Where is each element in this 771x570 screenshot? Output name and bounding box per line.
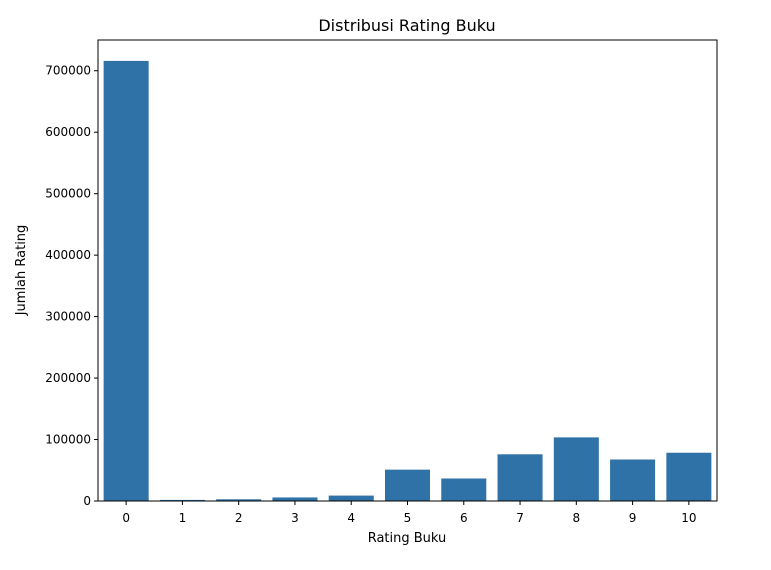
y-tick-label-600000: 600000 xyxy=(45,125,91,139)
y-axis-ticks: 0 100000 200000 300000 400000 500000 600000 700… xyxy=(45,64,98,508)
bar-10 xyxy=(666,452,712,501)
y-axis-label: Jumlah Rating xyxy=(14,225,29,317)
bar-0 xyxy=(103,60,149,501)
y-tick-label-200000: 200000 xyxy=(45,371,91,385)
bar-2 xyxy=(216,499,262,501)
x-tick-label-4: 4 xyxy=(347,511,355,525)
y-tick-label-400000: 400000 xyxy=(45,248,91,262)
chart-title: Distribusi Rating Buku xyxy=(318,16,495,35)
x-tick-label-5: 5 xyxy=(404,511,412,525)
plot-frame xyxy=(97,39,718,502)
x-tick-label-9: 9 xyxy=(629,511,637,525)
x-tick-label-6: 6 xyxy=(460,511,468,525)
x-tick-label-0: 0 xyxy=(122,511,130,525)
x-axis-ticks: 0 1 2 3 4 5 6 7 8 9 10 xyxy=(122,501,697,525)
x-tick-label-3: 3 xyxy=(291,511,299,525)
x-tick-label-8: 8 xyxy=(572,511,580,525)
bar-6 xyxy=(441,478,487,501)
bar-3 xyxy=(272,497,318,501)
bars xyxy=(103,60,712,501)
bar-5 xyxy=(384,469,431,501)
bar-8 xyxy=(553,437,599,501)
x-tick-label-2: 2 xyxy=(235,511,243,525)
x-tick-label-1: 1 xyxy=(179,511,187,525)
bar-7 xyxy=(497,454,543,501)
bar-9 xyxy=(610,459,656,501)
y-tick-label-100000: 100000 xyxy=(45,433,91,447)
x-tick-label-7: 7 xyxy=(516,511,524,525)
bar-1 xyxy=(159,499,205,501)
bar-4 xyxy=(328,495,374,501)
x-tick-label-10: 10 xyxy=(681,511,696,525)
x-axis-label: Rating Buku xyxy=(368,531,447,546)
y-tick-label-300000: 300000 xyxy=(45,310,91,324)
y-tick-label-700000: 700000 xyxy=(45,64,91,78)
y-tick-label-0: 0 xyxy=(83,494,91,508)
y-tick-label-500000: 500000 xyxy=(45,187,91,201)
